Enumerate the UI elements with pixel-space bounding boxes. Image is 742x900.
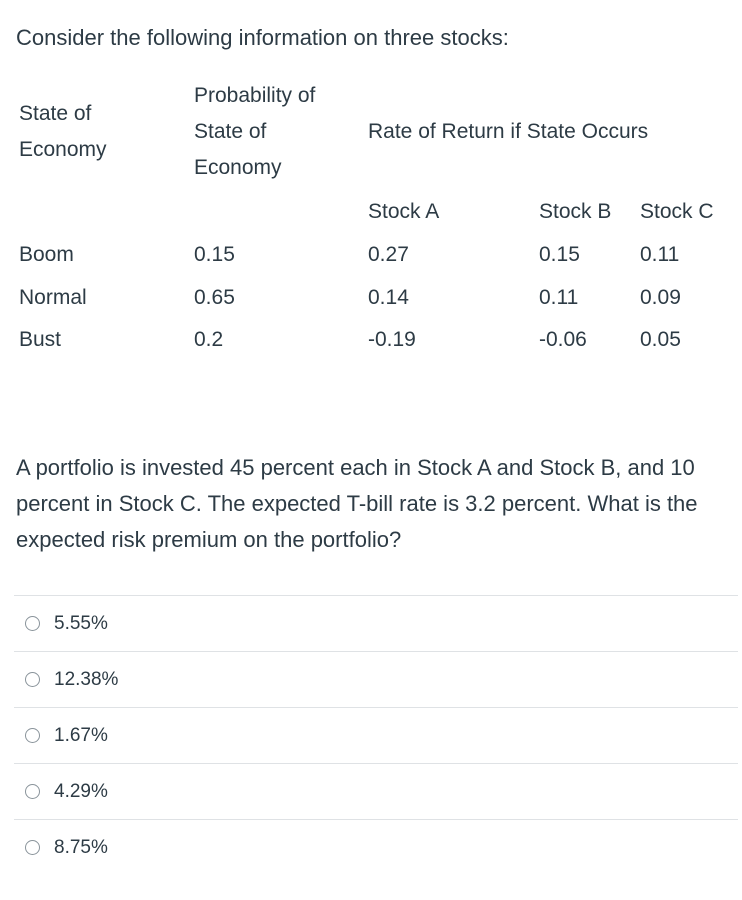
answer-option[interactable]: 4.29% <box>14 763 738 819</box>
radio-button[interactable] <box>25 728 40 743</box>
row-normal-stock-a: 0.14 <box>368 286 409 309</box>
header-stock-a: Stock A <box>368 200 440 223</box>
row-bust-stock-b: -0.06 <box>539 328 587 351</box>
answer-option[interactable]: 8.75% <box>14 819 738 875</box>
answer-option[interactable]: 5.55% <box>14 595 738 651</box>
answer-label: 5.55% <box>54 612 108 634</box>
answer-list: 5.55% 12.38% 1.67% 4.29% 8.75% <box>14 595 738 875</box>
question-text: A portfolio is invested 45 percent each … <box>16 455 698 552</box>
header-state-of-economy: State of Economy <box>19 102 107 161</box>
answer-label: 4.29% <box>54 780 108 802</box>
row-normal-probability: 0.65 <box>194 286 235 309</box>
row-boom-state: Boom <box>19 243 74 266</box>
row-normal-state: Normal <box>19 286 87 309</box>
row-bust-probability: 0.2 <box>194 328 224 351</box>
row-normal-stock-c: 0.09 <box>640 286 681 309</box>
radio-button[interactable] <box>25 616 40 631</box>
answer-option[interactable]: 1.67% <box>14 707 738 763</box>
question-intro: Consider the following information on th… <box>16 25 509 50</box>
header-probability: Probability of State of Economy <box>194 84 316 179</box>
answer-label: 8.75% <box>54 836 108 858</box>
row-bust-state: Bust <box>19 328 62 351</box>
row-bust-stock-a: -0.19 <box>368 328 416 351</box>
header-stock-b: Stock B <box>539 200 612 223</box>
radio-button[interactable] <box>25 784 40 799</box>
row-boom-stock-b: 0.15 <box>539 243 580 266</box>
row-boom-probability: 0.15 <box>194 243 235 266</box>
answer-label: 1.67% <box>54 724 108 746</box>
row-normal-stock-b: 0.11 <box>539 286 579 309</box>
row-boom-stock-c: 0.11 <box>640 243 680 266</box>
answer-label: 12.38% <box>54 668 119 690</box>
radio-button[interactable] <box>25 840 40 855</box>
answer-option[interactable]: 12.38% <box>14 651 738 707</box>
row-boom-stock-a: 0.27 <box>368 243 409 266</box>
header-rate-of-return: Rate of Return if State Occurs <box>368 120 649 143</box>
radio-button[interactable] <box>25 672 40 687</box>
header-stock-c: Stock C <box>640 200 714 223</box>
row-bust-stock-c: 0.05 <box>640 328 681 351</box>
